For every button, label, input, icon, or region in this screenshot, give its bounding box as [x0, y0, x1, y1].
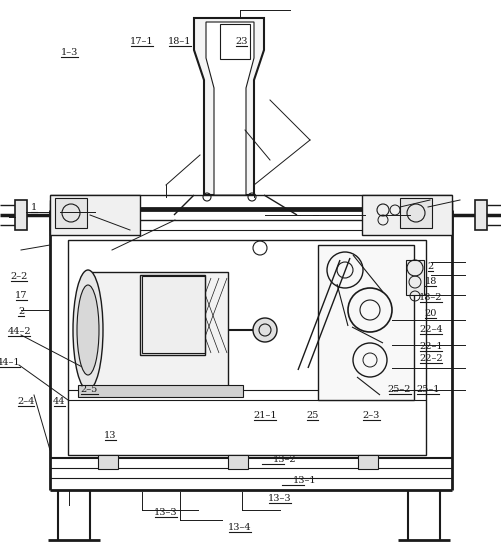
- Text: 22–4: 22–4: [418, 326, 442, 334]
- Circle shape: [253, 318, 277, 342]
- Bar: [78, 385, 242, 397]
- Bar: [68, 240, 425, 455]
- Text: 17: 17: [15, 292, 27, 300]
- Bar: [361, 195, 451, 235]
- Text: 20: 20: [424, 309, 436, 318]
- Text: 2–2: 2–2: [11, 272, 28, 281]
- Text: 23: 23: [235, 37, 247, 45]
- Text: 13–4: 13–4: [227, 523, 252, 532]
- Text: 2: 2: [18, 307, 24, 316]
- Bar: [399, 198, 431, 228]
- Text: 21–1: 21–1: [253, 411, 277, 420]
- Text: 18–1: 18–1: [168, 37, 191, 45]
- Bar: [50, 200, 88, 230]
- Polygon shape: [205, 22, 254, 195]
- Bar: [140, 275, 204, 355]
- Text: 18: 18: [424, 277, 436, 286]
- Bar: [357, 455, 377, 469]
- Bar: [413, 200, 451, 230]
- Text: 13–2: 13–2: [272, 455, 296, 464]
- Text: 13–3: 13–3: [268, 494, 292, 503]
- Text: 2–3: 2–3: [362, 411, 379, 420]
- Text: 25–1: 25–1: [415, 385, 438, 393]
- Text: 25: 25: [306, 411, 318, 420]
- Text: 22–2: 22–2: [418, 355, 442, 363]
- Bar: [15, 200, 27, 230]
- Text: 13–3: 13–3: [153, 508, 177, 517]
- Bar: [474, 200, 486, 230]
- Text: 44–1: 44–1: [0, 358, 21, 367]
- Bar: [50, 195, 140, 235]
- Text: 2–4: 2–4: [18, 397, 35, 406]
- Text: 13–1: 13–1: [292, 476, 316, 485]
- Ellipse shape: [73, 270, 103, 390]
- Bar: [88, 272, 227, 387]
- Text: 1: 1: [31, 203, 37, 212]
- Bar: [405, 260, 423, 295]
- Text: 13: 13: [104, 431, 116, 440]
- Bar: [55, 198, 87, 228]
- Text: 44–2: 44–2: [7, 327, 31, 336]
- Bar: [50, 203, 68, 227]
- Bar: [433, 203, 451, 227]
- Text: 2: 2: [427, 262, 433, 271]
- Text: 22–1: 22–1: [418, 342, 442, 351]
- Bar: [317, 245, 413, 400]
- Text: 17–1: 17–1: [129, 37, 153, 45]
- Ellipse shape: [77, 285, 99, 375]
- Bar: [98, 455, 118, 469]
- Bar: [219, 24, 249, 59]
- Bar: [142, 276, 204, 353]
- Bar: [227, 455, 247, 469]
- Text: 1–3: 1–3: [61, 48, 78, 56]
- Polygon shape: [193, 18, 264, 195]
- Text: 44: 44: [53, 397, 65, 406]
- Text: 18–2: 18–2: [418, 293, 441, 301]
- Text: 2–5: 2–5: [81, 385, 98, 393]
- Text: 25–2: 25–2: [387, 385, 410, 393]
